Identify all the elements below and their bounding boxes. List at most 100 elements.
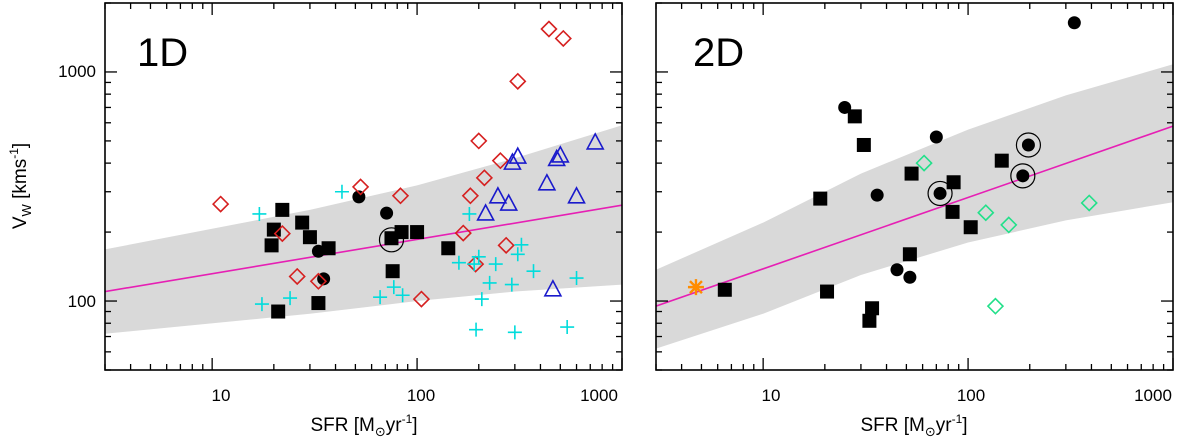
panel-1d-fit-line	[105, 204, 622, 293]
panel-1d-blue-triangles-point	[537, 173, 557, 191]
panel-1d-ticks	[104, 2, 623, 371]
panel-1d-scatter-band	[105, 125, 622, 334]
panel-2d-frame	[655, 2, 1174, 371]
panel-2d-black-squares-point	[904, 166, 919, 181]
panel-1d-red-diamonds-point	[273, 224, 291, 243]
panel-1d-red-diamonds-point	[497, 236, 515, 254]
panel-1d-circled-points-point	[378, 227, 405, 253]
panel-1d-cyan-crosses-point	[560, 320, 575, 335]
panel-1d-black-squares-point	[264, 238, 279, 253]
panel-1d-cyan-crosses-point	[471, 249, 486, 264]
panel-1d-cyan-crosses-point	[283, 291, 298, 306]
panel-1d-black-squares-point	[271, 304, 286, 319]
panel-2d-black-circles-point	[870, 188, 884, 202]
panel-1d-black-squares-point	[311, 296, 326, 311]
panel-2d-black-squares-point	[994, 153, 1009, 168]
panel-1d-red-diamonds-point	[491, 152, 510, 170]
panel-1d-red-diamonds-point	[309, 272, 328, 290]
panel-1d-red-diamonds-point	[212, 195, 230, 213]
panel-1d-ytick-label-1000: 1000	[58, 62, 96, 81]
panel-1d-blue-triangles-point	[476, 203, 495, 221]
panel-1d-points	[212, 20, 605, 340]
panel-1d-red-diamonds-point	[466, 255, 485, 273]
panel-2d-xlabel: SFR [M⊙yr-1]	[860, 412, 967, 439]
panel-1d-blue-triangles-point	[508, 146, 528, 164]
panel-2d-black-squares-point	[945, 204, 960, 219]
panel-1d-cyan-crosses-point	[467, 257, 482, 272]
panel-1d-cyan-crosses-point	[504, 277, 519, 292]
panel-2d-green-diamonds-point	[1080, 194, 1098, 212]
panel-1d-red-diamonds-point	[554, 29, 572, 48]
panel-2d-xtick-label-1000: 1000	[1134, 386, 1172, 405]
panel-1d-cyan-crosses-point	[507, 325, 522, 340]
panel-2d-orange-asterisk-point	[687, 279, 704, 296]
panel-1d-cyan-crosses-point	[526, 264, 541, 279]
panel-1d-blue-triangles-point	[567, 186, 586, 204]
panel-2d-green-diamonds-point	[1000, 216, 1018, 234]
panel-1d-red-diamonds-point	[540, 20, 558, 38]
panel-1d-red-diamonds-point	[454, 224, 472, 242]
panel-2d: 2D 10 100 1000 SFR [M⊙yr-1]	[655, 2, 1174, 439]
panel-1d-cyan-crosses-point	[488, 257, 503, 272]
panel-1d-red-diamonds-point	[351, 178, 370, 196]
panel-2d-points	[687, 16, 1098, 328]
panel-1d-blue-triangles-point	[543, 279, 563, 297]
panel-1d-black-squares-point	[385, 264, 400, 279]
panel-2d-black-squares-point	[902, 247, 917, 262]
panel-2d-circled-points-point	[927, 180, 953, 207]
panel-1d-cyan-crosses-point	[482, 275, 497, 290]
panel-2d-black-squares-point	[865, 301, 880, 316]
panel-1d-black-squares-point	[295, 215, 310, 230]
panel-2d-green-diamonds-point	[915, 154, 933, 172]
panel-1d-red-diamonds-point	[412, 290, 431, 308]
panel-1d-cyan-crosses-point	[569, 271, 584, 286]
panel-2d-black-circles-point	[1021, 138, 1035, 152]
panel-2d-black-squares-point	[813, 191, 828, 206]
panel-2d-xtick-label-100: 100	[957, 386, 985, 405]
panel-1d-red-diamonds-point	[475, 169, 493, 187]
panel-1d-tag: 1D	[137, 31, 188, 75]
panel-1d-frame	[104, 2, 623, 371]
panel-1d-cyan-crosses-point	[395, 288, 410, 303]
panel-2d-circled-points-point	[1015, 132, 1042, 158]
panel-1d-cyan-crosses-point	[451, 255, 466, 270]
panel-1d-black-squares-point	[275, 202, 290, 217]
panel-1d-black-circles-point	[380, 206, 394, 220]
panel-1d-cyan-crosses-point	[514, 237, 529, 252]
panel-2d-black-circles-point	[929, 130, 943, 144]
panel-2d-black-circles-point	[838, 100, 852, 114]
panel-1d-red-diamonds-point	[288, 267, 306, 286]
panel-1d-blue-triangles-point	[503, 152, 522, 170]
panel-1d-plot-area	[105, 20, 622, 340]
panel-1d-cyan-crosses-point	[252, 206, 267, 221]
panel-2d-tag: 2D	[693, 31, 744, 75]
panel-2d-black-squares-point	[963, 220, 978, 235]
panel-1d-xtick-label-100: 100	[407, 386, 435, 405]
panel-1d-blue-triangles-point	[550, 145, 570, 163]
panel-1d-xlabel: SFR [M⊙yr-1]	[310, 412, 417, 439]
panel-1d-black-squares-point	[441, 241, 456, 256]
panel-1d-xtick-label-1000: 1000	[580, 386, 618, 405]
panel-1d-cyan-crosses-point	[334, 184, 349, 199]
panel-2d-plot-area	[656, 16, 1173, 349]
panel-1d-black-squares-point	[266, 222, 281, 237]
panel-2d-circled-points-point	[1010, 163, 1036, 189]
panel-1d-black-circles-point	[311, 244, 325, 258]
panel-1d-red-diamonds-point	[509, 72, 527, 90]
panel-1d-blue-triangles-point	[547, 148, 567, 167]
panel-1d-black-squares-point	[302, 230, 317, 245]
panel-1d-blue-triangles-point	[499, 193, 519, 211]
panel-2d-xtick-label-10: 10	[762, 386, 781, 405]
panel-1d-ylabel: VW [kms-1]	[7, 143, 34, 229]
panel-1d-xtick-label-10: 10	[212, 386, 231, 405]
panel-1d-cyan-crosses-point	[474, 292, 489, 307]
panel-1d-cyan-crosses-point	[254, 297, 269, 312]
panel-1d-cyan-crosses-point	[373, 290, 388, 305]
panel-2d-fit-line	[656, 125, 1173, 307]
panel-2d-black-circles-point	[903, 270, 917, 284]
panel-1d-ytick-label-100: 100	[68, 292, 96, 311]
panel-2d-black-circles-point	[933, 186, 947, 200]
panel-1d-blue-triangles-point	[585, 132, 605, 150]
panel-1d-black-squares-point	[410, 225, 425, 240]
panel-2d-black-circles-point	[890, 263, 904, 277]
